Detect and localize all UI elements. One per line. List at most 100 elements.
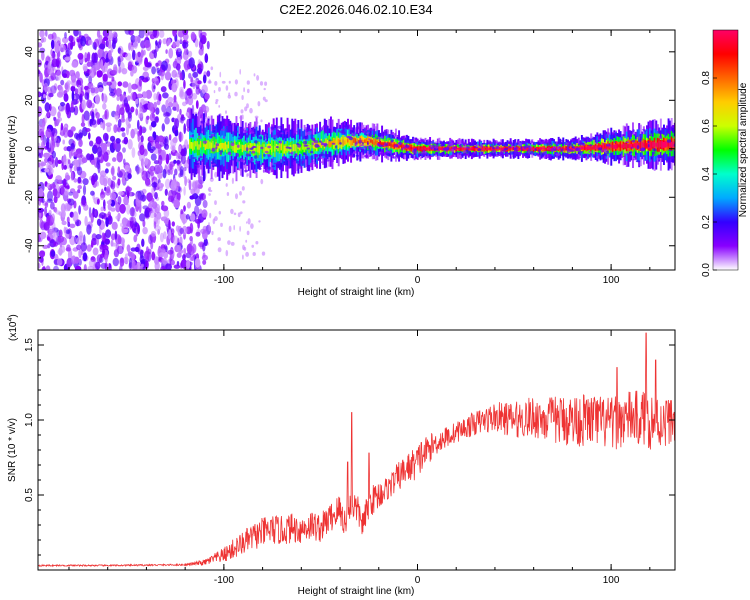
noise-speckle xyxy=(156,164,162,174)
noise-speckle xyxy=(74,132,79,139)
noise-speckle xyxy=(202,74,207,84)
band-cell xyxy=(644,142,647,149)
noise-speck xyxy=(246,230,250,236)
colorbar-tick-label: 0.2 xyxy=(701,215,712,229)
noise-speckle xyxy=(51,150,57,159)
band-cell xyxy=(419,148,422,151)
band-cell xyxy=(607,145,610,149)
noise-speckle xyxy=(59,43,66,53)
band-fringe xyxy=(652,148,657,152)
band-fringe xyxy=(397,142,402,145)
band-fringe xyxy=(577,147,581,152)
noise-speckle xyxy=(117,118,122,128)
band-fringe xyxy=(636,145,640,150)
band-fringe xyxy=(275,146,279,149)
noise-speckle xyxy=(90,85,96,96)
noise-speckle xyxy=(183,168,186,179)
band-cell xyxy=(604,144,607,149)
band-fringe xyxy=(431,142,434,144)
band-cell xyxy=(633,143,636,148)
band-fringe xyxy=(568,148,572,151)
band-fringe xyxy=(195,162,200,165)
noise-speck xyxy=(208,79,211,84)
noise-speckle xyxy=(95,112,100,119)
band-cell xyxy=(542,147,545,150)
band-cell xyxy=(599,145,602,150)
band-fringe xyxy=(537,152,540,156)
band-cell xyxy=(249,143,252,151)
snr-plot: -100 0 100 0.5 1.0 1.5 xyxy=(24,329,676,586)
band-cell xyxy=(295,145,298,153)
band-fringe xyxy=(563,152,568,157)
band-fringe xyxy=(311,160,314,163)
noise-speckle xyxy=(64,32,67,39)
noise-speckle xyxy=(176,159,181,165)
band-fringe xyxy=(296,142,299,146)
noise-speckle xyxy=(77,189,81,194)
noise-speckle xyxy=(191,93,198,100)
y-tick-label: 40 xyxy=(24,46,35,58)
band-cell xyxy=(608,145,611,149)
noise-speckle xyxy=(172,106,177,111)
band-fringe xyxy=(205,164,209,168)
noise-speckle xyxy=(66,244,71,252)
noise-speckle xyxy=(151,251,156,261)
band-cell xyxy=(596,145,599,150)
band-cell xyxy=(601,145,603,150)
noise-speckle xyxy=(150,146,156,151)
noise-speckle xyxy=(182,41,189,49)
band-cell xyxy=(667,141,670,146)
band-cell xyxy=(388,142,391,146)
noise-speckle xyxy=(123,196,129,206)
band-cell xyxy=(204,144,207,151)
noise-speckle xyxy=(185,96,189,105)
noise-speckle xyxy=(86,153,91,161)
band-cell xyxy=(461,148,464,150)
noise-speckle xyxy=(182,254,186,261)
noise-speckle xyxy=(202,252,206,258)
noise-speck xyxy=(242,200,246,204)
band-fringe xyxy=(259,136,263,140)
band-cell xyxy=(399,144,402,148)
noise-speck xyxy=(262,96,266,101)
noise-speckle xyxy=(164,188,168,196)
band-cell xyxy=(320,142,323,148)
band-cell xyxy=(263,144,266,153)
band-fringe xyxy=(263,153,266,157)
band-cell xyxy=(439,147,442,150)
band-fringe xyxy=(270,126,274,130)
noise-speck xyxy=(218,105,221,108)
noise-speckle xyxy=(104,262,108,270)
band-cell xyxy=(652,142,655,147)
noise-speckle xyxy=(84,85,89,91)
band-cell xyxy=(672,141,675,148)
band-cell xyxy=(656,142,659,148)
noise-speckle xyxy=(198,48,204,56)
band-cell xyxy=(508,147,511,150)
noise-speckle xyxy=(116,245,124,255)
noise-speckle xyxy=(139,125,143,136)
noise-speck xyxy=(260,119,263,123)
noise-speckle xyxy=(171,83,178,93)
noise-speckle xyxy=(69,223,76,229)
noise-speckle xyxy=(130,34,136,43)
noise-speckle xyxy=(47,236,51,241)
band-fringe xyxy=(275,163,280,167)
noise-speckle xyxy=(150,230,157,237)
noise-speckle xyxy=(87,265,95,270)
noise-speck xyxy=(264,99,268,103)
noise-speckle xyxy=(96,70,103,78)
band-cell xyxy=(376,140,379,146)
band-cell xyxy=(666,141,669,148)
band-cell xyxy=(455,148,458,151)
noise-speckle xyxy=(144,30,150,38)
noise-speckle xyxy=(70,126,76,132)
noise-speckle xyxy=(198,106,203,115)
band-fringe xyxy=(455,151,459,154)
noise-speckle xyxy=(128,257,133,269)
band-cell xyxy=(501,147,504,150)
band-fringe xyxy=(288,152,293,154)
band-fringe xyxy=(419,139,424,143)
band-fringe xyxy=(215,143,219,147)
noise-speckle xyxy=(78,129,83,140)
